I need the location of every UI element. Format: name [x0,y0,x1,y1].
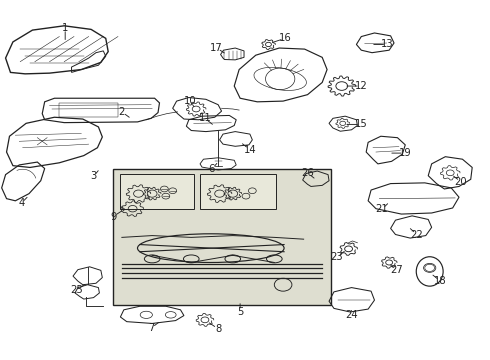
Text: 27: 27 [390,265,403,275]
Text: 20: 20 [455,177,467,187]
Text: 25: 25 [70,285,83,296]
Text: 17: 17 [210,43,223,53]
Text: 1: 1 [62,23,69,33]
Text: 21: 21 [375,204,388,215]
Text: 6: 6 [209,164,215,174]
Text: 16: 16 [279,33,292,43]
Text: 9: 9 [110,212,116,221]
Text: 3: 3 [91,171,97,181]
Text: 8: 8 [215,324,221,334]
Text: 7: 7 [148,323,154,333]
Text: 18: 18 [434,276,447,286]
Text: 19: 19 [399,148,412,158]
Text: 11: 11 [198,113,211,123]
Text: 12: 12 [355,81,368,91]
Text: 2: 2 [119,107,125,117]
Text: 23: 23 [331,252,343,262]
Bar [113,169,331,305]
Text: 22: 22 [411,230,423,239]
Text: 10: 10 [184,96,196,106]
Text: 26: 26 [301,168,314,178]
Text: 14: 14 [244,144,256,154]
Text: 5: 5 [237,307,244,317]
Bar [121,174,194,210]
Text: 4: 4 [18,198,24,208]
Text: 24: 24 [345,310,358,320]
Text: 15: 15 [355,120,368,129]
Text: 13: 13 [381,40,394,49]
Bar [200,174,276,210]
